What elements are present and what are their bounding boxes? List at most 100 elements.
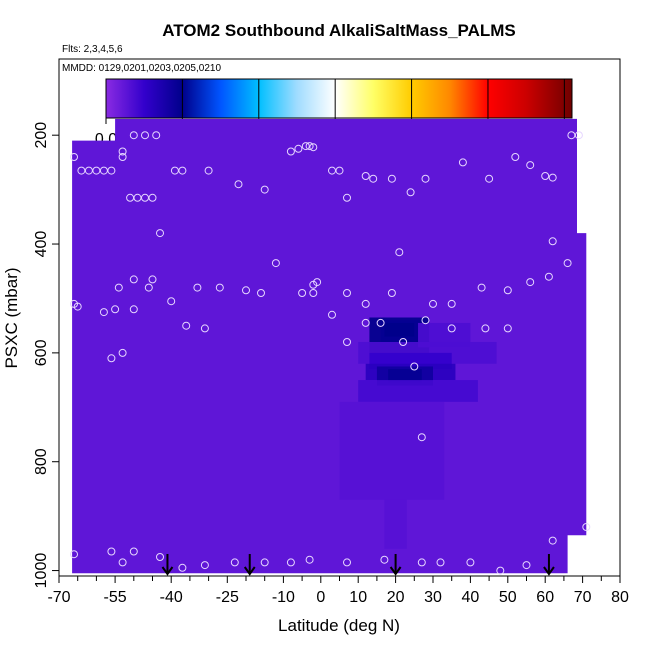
sample-point — [118, 153, 127, 161]
sample-point — [477, 283, 486, 292]
sample-point — [260, 558, 269, 567]
sample-point — [234, 180, 243, 189]
sample-point — [395, 248, 404, 257]
sample-point — [144, 283, 153, 292]
y-tick-label: 400 — [33, 231, 50, 258]
x-tick-label: -40 — [160, 589, 183, 606]
y-axis-label: PSXC (mbar) — [2, 267, 21, 368]
sample-point — [522, 561, 531, 570]
sample-point — [503, 324, 512, 333]
chart-title: ATOM2 Southbound AlkaliSaltMass_PALMS — [162, 21, 516, 40]
sample-point — [70, 550, 78, 559]
sample-point — [361, 318, 370, 327]
sample-point — [99, 308, 108, 317]
sample-point — [148, 275, 157, 284]
sample-point — [582, 523, 591, 531]
y-tick-label: 1000 — [33, 553, 50, 589]
sample-point — [118, 348, 127, 357]
sample-point — [204, 166, 213, 175]
sample-point — [298, 289, 307, 297]
sample-point — [152, 131, 161, 140]
sample-point — [305, 142, 314, 151]
sample-point — [309, 143, 318, 152]
sample-point — [466, 558, 475, 567]
sample-point — [286, 558, 295, 567]
sample-point — [271, 259, 280, 268]
sample-point — [361, 172, 370, 180]
dates-label: MMDD: 0129,0201,0203,0205,0210 — [62, 63, 221, 74]
sample-point — [257, 289, 265, 297]
sample-point — [294, 144, 303, 153]
sample-point — [167, 297, 176, 306]
heatmap-cell — [358, 380, 478, 402]
sample-point — [485, 174, 494, 183]
sample-point — [410, 362, 419, 371]
sample-point — [526, 161, 535, 170]
sample-point — [129, 305, 138, 314]
sample-point — [380, 555, 389, 564]
sample-point — [286, 147, 295, 156]
flight-arrows — [161, 554, 555, 576]
sample-point — [328, 310, 336, 319]
sample-point — [309, 289, 318, 297]
sample-point — [387, 174, 396, 183]
sample-point — [200, 561, 209, 570]
sample-point — [335, 166, 344, 175]
x-tick-label: 60 — [536, 589, 554, 606]
sample-points — [70, 131, 591, 575]
sample-point — [343, 338, 351, 346]
sample-point — [343, 289, 351, 297]
sample-point — [129, 131, 138, 140]
sample-point — [193, 283, 202, 292]
flight-arrow-head — [243, 566, 256, 576]
sample-point — [548, 237, 557, 246]
sample-point — [343, 193, 351, 202]
sample-point — [496, 566, 505, 575]
sample-point — [481, 324, 490, 333]
sample-point — [215, 283, 224, 292]
heatmap-cell — [388, 369, 422, 383]
y-tick-label: 200 — [33, 122, 50, 149]
sample-point — [148, 193, 157, 202]
x-tick-label: -10 — [272, 589, 295, 606]
sample-point — [417, 433, 426, 442]
y-tick-label: 800 — [33, 448, 50, 475]
sample-point — [361, 299, 370, 308]
x-tick-label: 30 — [424, 589, 442, 606]
y-tick-label: 600 — [33, 339, 50, 366]
sample-point — [548, 536, 557, 545]
x-axis-label: Latitude (deg N) — [278, 616, 400, 635]
sample-point — [458, 158, 467, 167]
sample-point — [200, 324, 209, 333]
flight-arrow-head — [161, 566, 174, 576]
sample-point — [417, 558, 426, 567]
sample-point — [107, 354, 116, 363]
sample-point — [421, 174, 430, 183]
sample-point — [178, 166, 187, 175]
sample-point — [574, 131, 583, 140]
x-tick-label: 0 — [316, 589, 325, 606]
sample-point — [421, 316, 430, 325]
sample-point — [141, 131, 149, 140]
sample-point — [260, 185, 269, 194]
sample-point — [114, 283, 123, 292]
flights-label: Flts: 2,3,4,5,6 — [62, 44, 123, 55]
sample-point — [107, 166, 116, 175]
sample-point — [376, 318, 385, 327]
y-axis: 200 400 600 800 1000 — [33, 122, 59, 589]
sample-point — [399, 338, 408, 346]
sample-point — [111, 305, 120, 314]
sample-point — [156, 229, 164, 238]
heatmap-background — [72, 118, 587, 574]
sample-point — [305, 555, 314, 564]
sample-point — [156, 553, 164, 561]
sample-point — [73, 302, 82, 311]
sample-point — [107, 547, 116, 556]
sample-point — [369, 174, 378, 183]
sample-point — [406, 188, 415, 197]
sample-point — [436, 558, 445, 567]
sample-point — [301, 142, 310, 151]
x-tick-label: 50 — [499, 589, 517, 606]
sample-point — [70, 153, 78, 161]
